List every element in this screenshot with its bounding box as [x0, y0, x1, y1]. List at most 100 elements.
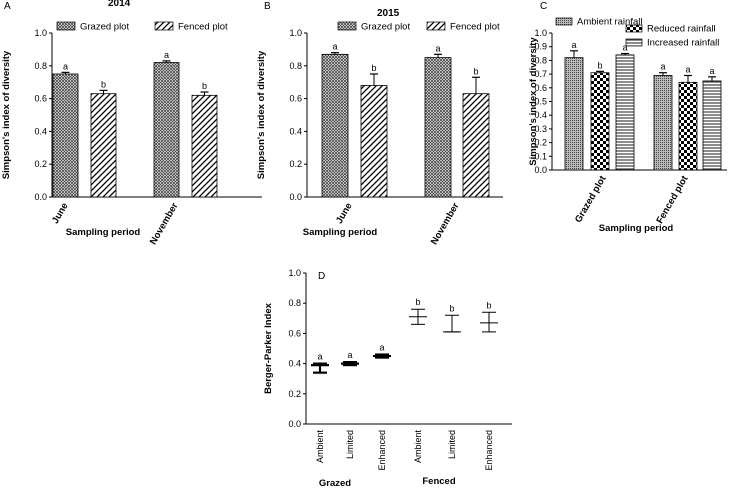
panel-d-sig-label: b [486, 300, 491, 310]
panel-d-x-tick-label: Enhanced [377, 430, 387, 471]
panel-c-y-tick-label: 0.6 [534, 83, 547, 93]
panel-d-sig-label: b [449, 303, 454, 313]
panel-b-legend-label: Grazed plot [361, 22, 410, 33]
panel-a-legend-label: Fenced plot [178, 22, 228, 33]
panel-c-bar [678, 81, 698, 171]
panel-c-x-tick-label: Fenced plot [654, 173, 691, 225]
panel-c-bar [615, 54, 635, 171]
panel-b-bar [360, 85, 388, 198]
panel-d-y-tick-label: 0.6 [288, 328, 301, 338]
panel-b-sig-label: a [332, 42, 337, 52]
panel-a-legend-swatch [56, 21, 76, 31]
panel-b-title: 2015 [377, 8, 400, 19]
panel-a-legend-swatch [154, 21, 174, 31]
panel-d-x-tick-label: Ambient [315, 430, 325, 464]
panel-d-letter: D [318, 271, 325, 282]
panel-c-y-tick-label: 0.5 [534, 97, 547, 107]
panel-a-legend-label: Grazed plot [80, 22, 129, 33]
panel-a-y-tick-label: 0.8 [34, 61, 47, 71]
panel-c-sig-label: a [660, 62, 665, 72]
panel-a-bar [153, 62, 180, 198]
panel-b-y-tick-label: 1.0 [289, 28, 302, 38]
panel-a-bar [52, 73, 79, 198]
panel-b-letter: B [264, 1, 271, 12]
panel-c-x-tick-label: Grazed plot [573, 173, 609, 224]
panel-d-sig-label: a [379, 343, 384, 353]
panel-d-y-tick-label: 0.2 [288, 389, 301, 399]
panel-b-y-tick-label: 0.8 [289, 61, 302, 71]
panel-c-y-tick-label: 0.9 [534, 42, 547, 52]
panel-c-y-tick-label: 0.0 [534, 165, 547, 175]
panel-c-y-tick-label: 0.7 [534, 69, 547, 79]
panel-d-y-label: Berger-Parker Index [263, 302, 274, 394]
panel-c-bar [653, 75, 673, 171]
panel-b-sig-label: a [435, 43, 440, 53]
panel-a-sig-label: a [63, 61, 68, 71]
panel-c-legend-swatch [625, 38, 643, 47]
panel-a-bar [90, 93, 117, 198]
panel-b-bar [462, 93, 490, 198]
panel-c-sig-label: b [597, 60, 602, 70]
panel-a-title: 2014 [108, 0, 131, 9]
panel-b-y-tick-label: 0.0 [289, 192, 302, 202]
panel-d-y-tick-label: 0.0 [288, 419, 301, 429]
panel-c-x-label: Sampling period [599, 223, 674, 234]
panel-d-group-label: Grazed [319, 478, 351, 488]
panel-a-x-tick-label: November [148, 201, 181, 247]
panel-c-y-tick-label: 0.2 [534, 138, 547, 148]
panel-d-y-tick-label: 0.4 [288, 359, 301, 369]
panel-b-legend-swatch [426, 21, 446, 31]
panel-c-sig-label: a [571, 40, 576, 50]
panel-d-sig-label: a [347, 350, 352, 360]
panel-a-y-tick-label: 1.0 [34, 28, 47, 38]
panel-c-y-tick-label: 0.8 [534, 55, 547, 65]
panel-d-x-tick-label: Limited [447, 430, 457, 459]
panel-b-sig-label: b [371, 63, 376, 73]
panel-b-x-tick-label: June [334, 201, 355, 226]
panel-c-bar [590, 72, 610, 171]
panel-a-x-tick-label: June [50, 201, 71, 226]
panel-d-sig-label: a [317, 352, 322, 362]
panel-c-letter: C [540, 1, 547, 12]
panel-d-x-tick-label: Ambient [413, 430, 423, 464]
panel-a-sig-label: b [101, 79, 106, 89]
panel-a-bar [191, 94, 218, 198]
panel-c-sig-label: a [622, 43, 627, 53]
panel-c-legend-label: Reduced rainfall [647, 24, 716, 35]
panel-c-bar [564, 57, 584, 171]
panel-b-y-tick-label: 0.6 [289, 94, 302, 104]
panel-a-y-tick-label: 0.6 [34, 94, 47, 104]
panel-b-bar [424, 57, 452, 198]
panel-c-sig-label: a [709, 66, 714, 76]
panel-b-bar [321, 53, 349, 198]
panel-c-sig-label: a [685, 64, 690, 74]
panel-b-sig-label: b [473, 66, 478, 76]
panel-c-y-tick-label: 0.1 [534, 151, 547, 161]
panel-b-legend-swatch [337, 21, 357, 31]
panel-d-group-label: Fenced [422, 476, 455, 487]
panel-c-legend-swatch [555, 17, 573, 26]
panel-b-x-label: Sampling period [303, 227, 378, 238]
panel-a-x-label: Sampling period [66, 227, 141, 238]
panel-c-bar [702, 80, 722, 171]
panel-d-x-tick-label: Enhanced [484, 430, 494, 471]
panel-c-legend-label: Ambient rainfall [577, 17, 642, 28]
panel-c-y-tick-label: 0.4 [534, 110, 547, 120]
panel-b-y-label: Simpson's index of diversity [256, 50, 267, 179]
panel-a-y-label: Simpson's index of diversity [1, 50, 12, 179]
panel-a-sig-label: a [164, 50, 169, 60]
panel-b-y-tick-label: 0.2 [289, 159, 302, 169]
panel-c-y-tick-label: 1.0 [534, 28, 547, 38]
panel-a-letter: A [4, 1, 11, 12]
panel-c-legend-label: Increased rainfall [647, 38, 719, 49]
panel-d-y-tick-label: 0.8 [288, 298, 301, 308]
panel-b-x-tick-label: November [429, 201, 462, 247]
panel-b-legend-label: Fenced plot [450, 22, 500, 33]
panel-a-y-tick-label: 0.4 [34, 126, 47, 136]
panel-a-sig-label: b [202, 81, 207, 91]
panel-d-y-tick-label: 1.0 [288, 268, 301, 278]
panel-d-sig-label: b [415, 297, 420, 307]
panel-a-y-tick-label: 0.0 [34, 192, 47, 202]
panel-b-y-tick-label: 0.4 [289, 126, 302, 136]
